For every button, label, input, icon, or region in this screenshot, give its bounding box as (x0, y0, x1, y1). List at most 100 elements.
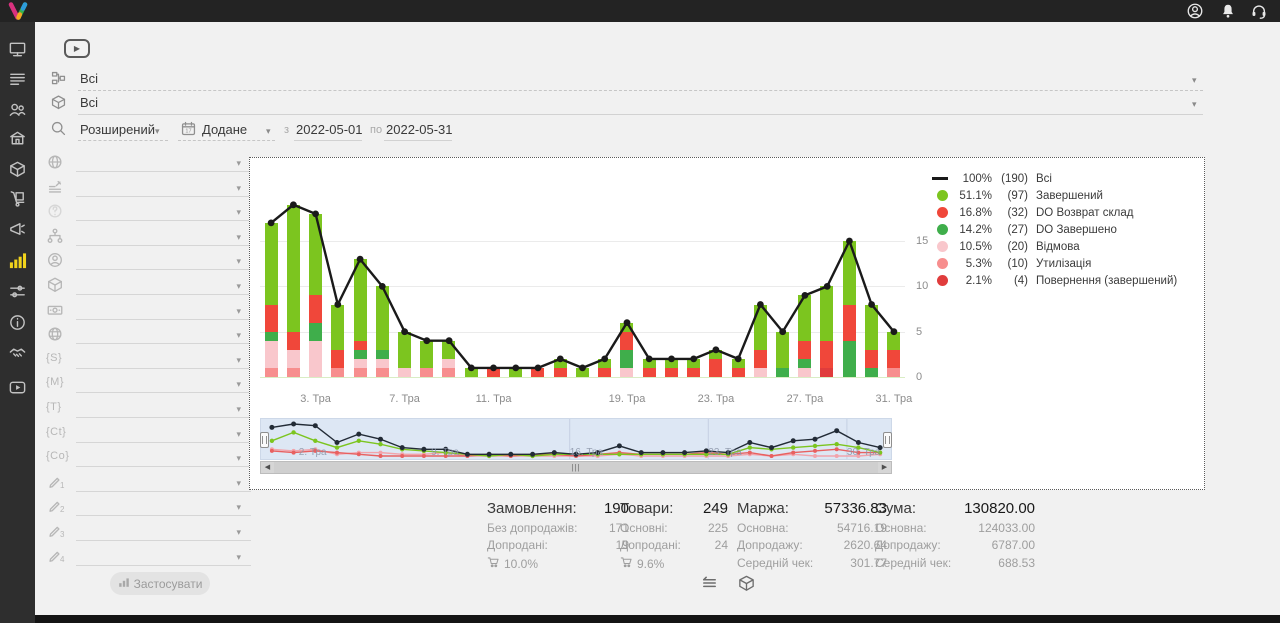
products-cube-toggle-icon[interactable] (737, 574, 756, 593)
legend-item-3[interactable]: 14.2% (27) DO Завершено (937, 221, 1177, 238)
bar-day-9[interactable] (442, 340, 456, 377)
filter-select-pencil4[interactable]: 4 ▾ (46, 546, 251, 568)
legend-item-6[interactable]: 2.1% (4) Повернення (завершений) (937, 272, 1177, 289)
notifications-bell-icon[interactable] (1219, 2, 1237, 20)
sidebar-item-dashboard-monitor[interactable] (8, 40, 27, 59)
bar-day-16[interactable] (598, 358, 612, 377)
filter-select-question[interactable]: ▾ (46, 201, 251, 223)
bar-day-23[interactable] (753, 304, 767, 377)
chart-scrollbar[interactable]: ◀ ▶ ||| (260, 461, 892, 474)
bar-day-19[interactable] (664, 358, 678, 377)
date-to-input[interactable]: 2022-05-31 (386, 122, 453, 137)
bar-day-22[interactable] (731, 358, 745, 377)
sidebar-item-store[interactable] (8, 129, 27, 148)
sidebar-item-orders-list[interactable] (8, 70, 27, 89)
bar-day-4[interactable] (331, 304, 345, 377)
bar-day-28[interactable] (864, 304, 878, 377)
scrollbar-grip[interactable]: ||| (571, 463, 581, 472)
legend-item-0[interactable]: 100% (190) Всі (932, 170, 1177, 187)
filter-select-token-Ct[interactable]: {Ct} ▾ (46, 423, 251, 445)
sitemap-icon (46, 227, 64, 245)
filter-select-token-Co[interactable]: {Co} ▾ (46, 447, 251, 469)
bar-segment-z (664, 358, 678, 368)
product-caret-icon[interactable]: ▾ (1192, 99, 1197, 109)
sidebar-item-products-box[interactable] (8, 160, 27, 179)
navigator-right-handle[interactable] (883, 432, 892, 448)
support-headset-icon[interactable] (1250, 2, 1268, 20)
bar-day-21[interactable] (709, 349, 723, 377)
bar-day-10[interactable] (464, 367, 478, 377)
bar-day-25[interactable] (798, 295, 812, 377)
filter-select-pencil2[interactable]: 2 ▾ (46, 496, 251, 518)
filter-select-person[interactable]: ▾ (46, 250, 251, 272)
navigator-left-handle[interactable] (260, 432, 269, 448)
sidebar-item-supply-cart[interactable] (8, 189, 27, 208)
bar-day-8[interactable] (420, 340, 434, 377)
sidebar-item-partners-handshake[interactable] (8, 343, 27, 362)
bar-day-14[interactable] (553, 358, 567, 377)
filter-select-cube[interactable]: ▾ (46, 275, 251, 297)
stat-title: Замовлення: 190 (487, 500, 629, 517)
bar-day-12[interactable] (509, 367, 523, 377)
bar-day-11[interactable] (486, 367, 500, 377)
category-caret-icon[interactable]: ▾ (1192, 75, 1197, 85)
product-select[interactable]: Всі (80, 95, 99, 110)
sidebar-item-video-tutorials[interactable] (8, 378, 27, 397)
bar-segment-d (353, 349, 367, 359)
bar-day-27[interactable] (842, 241, 856, 377)
y-axis-tick: 5 (916, 325, 923, 338)
date-from-input[interactable]: 2022-05-01 (296, 122, 363, 137)
category-tree-icon (50, 70, 67, 87)
bar-day-15[interactable] (575, 367, 589, 377)
legend-item-1[interactable]: 51.1% (97) Завершений (937, 187, 1177, 204)
bar-day-5[interactable] (353, 259, 367, 377)
bar-day-29[interactable] (887, 331, 901, 377)
filter-select-web[interactable]: ▾ (46, 324, 251, 346)
filter-select-token-T[interactable]: {T} ▾ (46, 398, 251, 420)
date-field-caret-icon[interactable]: ▾ (266, 126, 271, 136)
orders-list-toggle-icon[interactable] (700, 574, 719, 593)
filter-select-stats-lines[interactable]: ▾ (46, 177, 251, 199)
bar-day-2[interactable] (286, 204, 300, 377)
sidebar-item-analytics-chart[interactable] (8, 251, 27, 270)
legend-item-5[interactable]: 5.3% (10) Утилізація (937, 255, 1177, 272)
sidebar-item-customers[interactable] (8, 100, 27, 119)
bar-day-26[interactable] (820, 286, 834, 377)
bar-day-7[interactable] (398, 331, 412, 377)
bar-segment-r (753, 349, 767, 368)
bar-day-24[interactable] (776, 331, 789, 377)
stat-row: Середній чек: 301.77 (737, 555, 887, 570)
app-logo[interactable] (4, 2, 32, 20)
apply-button[interactable]: Застосувати (110, 572, 210, 595)
stat-card-0: Замовлення: 190 Без допродажів: 171 Допродан… (487, 500, 629, 572)
bar-day-18[interactable] (642, 358, 656, 377)
scroll-right-icon[interactable]: ▶ (878, 462, 891, 473)
bar-day-20[interactable] (687, 358, 701, 377)
filter-select-pencil3[interactable]: 3 ▾ (46, 521, 251, 543)
filter-select-token-M[interactable]: {M} ▾ (46, 373, 251, 395)
filter-select-globe[interactable]: ▾ (46, 152, 251, 174)
bar-day-17[interactable] (620, 322, 634, 377)
date-field-select[interactable]: Додане (202, 122, 248, 137)
sidebar-item-marketing-megaphone[interactable] (8, 220, 27, 239)
legend-item-4[interactable]: 10.5% (20) Відмова (937, 238, 1177, 255)
search-mode-select[interactable]: Розширений (80, 122, 155, 137)
video-help-button[interactable]: ▶ (64, 39, 90, 58)
bar-segment-r (531, 367, 545, 377)
sidebar-item-settings-sliders[interactable] (8, 282, 27, 301)
filter-select-sitemap[interactable]: ▾ (46, 226, 251, 248)
bar-day-6[interactable] (375, 286, 389, 377)
bar-day-1[interactable] (264, 222, 278, 377)
sidebar-item-info[interactable] (8, 313, 27, 332)
filter-select-token-S[interactable]: {S} ▾ (46, 349, 251, 371)
legend-item-2[interactable]: 16.8% (32) DO Возврат склад (937, 204, 1177, 221)
user-icon[interactable] (1186, 2, 1204, 20)
filter-select-money[interactable]: ▾ (46, 300, 251, 322)
category-select[interactable]: Всі (80, 71, 99, 86)
filter-select-pencil1[interactable]: 1 ▾ (46, 472, 251, 494)
search-mode-caret-icon[interactable]: ▾ (155, 126, 160, 136)
bar-day-3[interactable] (309, 213, 323, 377)
scroll-left-icon[interactable]: ◀ (261, 462, 274, 473)
bar-day-13[interactable] (531, 367, 545, 377)
chart-navigator[interactable]: 2. Тра 9. Тра 16. Тра 23. Тра 30. Тра (260, 418, 892, 460)
